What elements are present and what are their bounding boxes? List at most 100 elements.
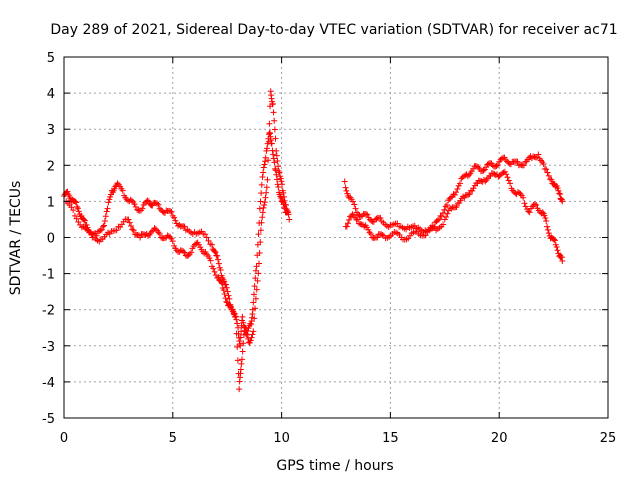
interpolated-point [266,120,273,127]
data-point [559,198,566,205]
interpolated-point [521,200,528,207]
interpolated-point [101,222,108,229]
interpolated-point [227,303,234,310]
interpolated-point [215,256,222,263]
interpolated-point [128,197,135,204]
x-tick-label: 5 [169,431,177,446]
interpolated-point [253,286,260,293]
interpolated-point [238,356,245,363]
data-point [257,227,264,234]
data-point [520,194,527,201]
interpolated-point [543,217,550,224]
interpolated-point [155,201,162,208]
data-point [100,223,107,230]
interpolated-point [261,199,268,206]
interpolated-point [165,233,172,240]
interpolated-point [521,162,528,169]
y-tick-label: 5 [47,51,55,66]
interpolated-point [364,211,371,218]
interpolated-point [185,252,192,259]
interpolated-point [256,250,263,257]
interpolated-point [265,157,272,164]
data-point [137,234,144,241]
interpolated-point [265,138,272,145]
interpolated-point [556,190,563,197]
interpolated-point [255,231,262,238]
data-point [169,238,176,245]
interpolated-point [161,235,168,242]
x-tick-label: 25 [600,431,617,446]
data-point [548,176,555,183]
interpolated-point [237,334,244,341]
interpolated-point [444,210,451,217]
interpolated-point [394,220,401,227]
interpolated-point [258,181,265,188]
interpolated-point [436,216,443,223]
interpolated-point [206,255,213,262]
data-point [341,178,348,185]
interpolated-point [281,197,288,204]
interpolated-point [351,201,358,208]
interpolated-point [440,221,447,228]
interpolated-point [214,252,221,259]
interpolated-point [442,203,449,210]
interpolated-point [275,163,282,170]
data-point [539,209,546,216]
interpolated-point [363,211,370,218]
data-point [282,202,289,209]
interpolated-point [73,215,80,222]
x-axis-label: GPS time / hours [276,458,393,474]
data-point [239,313,246,320]
data-point [483,164,490,171]
interpolated-point [106,196,113,203]
data-point [461,194,468,201]
interpolated-point [278,178,285,185]
interpolated-point [258,190,265,197]
points-layer [61,88,566,393]
data-point [448,205,455,212]
interpolated-point [259,209,266,216]
interpolated-point [242,324,249,331]
interpolated-point [193,240,200,247]
interpolated-point [545,230,552,237]
interpolated-point [260,204,267,211]
interpolated-point [250,291,257,298]
interpolated-point [144,232,151,239]
data-point [261,202,268,209]
interpolated-point [223,298,230,305]
interpolated-point [543,166,550,173]
data-point [443,202,450,209]
interpolated-point [270,109,277,116]
data-point [238,360,245,367]
interpolated-point [238,322,245,329]
data-point [276,169,283,176]
interpolated-point [554,247,561,254]
data-point [457,180,464,187]
interpolated-point [273,171,280,178]
interpolated-point [271,126,278,133]
data-point [559,257,566,264]
interpolated-point [271,159,278,166]
interpolated-point [148,228,155,235]
interpolated-point [64,188,71,195]
data-point [208,241,215,248]
interpolated-point [454,186,461,193]
data-point [260,169,267,176]
y-tick-label: -5 [42,412,55,427]
interpolated-point [262,194,269,201]
interpolated-point [181,223,188,230]
interpolated-point [272,135,279,142]
interpolated-point [259,214,266,221]
y-tick-label: 1 [47,195,55,210]
interpolated-point [464,173,471,180]
interpolated-point [128,223,135,230]
interpolated-point [207,257,214,264]
y-tick-label: 0 [47,232,55,247]
interpolated-point [249,331,256,338]
interpolated-point [159,208,166,215]
interpolated-point [252,305,259,312]
data-point [352,205,359,212]
y-tick-label: -2 [42,304,55,319]
interpolated-point [270,155,277,162]
series-2 [63,88,566,393]
